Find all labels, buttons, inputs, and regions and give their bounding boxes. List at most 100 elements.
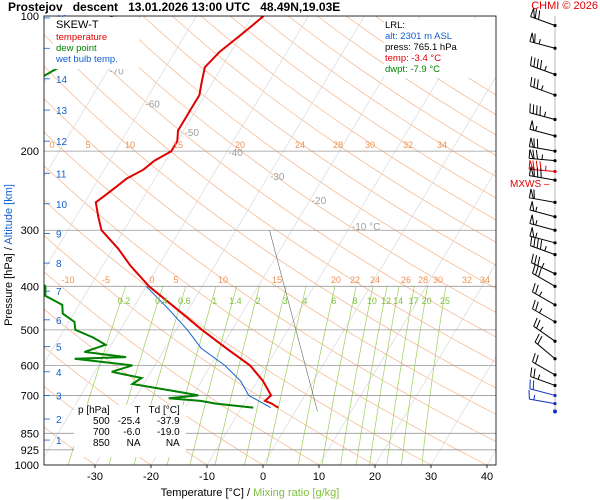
wind-barb-stroke	[530, 245, 556, 256]
wind-barb-stroke	[530, 76, 533, 87]
dry-adiabat	[345, 16, 496, 116]
dry-adiabat	[44, 131, 496, 442]
adiabat-label: 30	[433, 275, 443, 285]
dry-adiabat	[113, 16, 496, 289]
wind-barb	[529, 32, 557, 50]
altitude-tick-label: 9	[56, 229, 62, 240]
x-axis-title-temperature: Temperature [°C] /	[161, 487, 253, 499]
legend-temperature: temperature	[56, 32, 108, 43]
stats-cell: 850	[93, 438, 110, 449]
wind-barb-stroke	[529, 149, 534, 159]
pressure-tick-label: 700	[21, 390, 39, 402]
wind-barb-dot	[553, 284, 557, 288]
dry-adiabat	[44, 65, 496, 389]
wind-barb	[529, 379, 557, 398]
adiabat-label: 5	[173, 275, 178, 285]
dry-adiabat	[200, 16, 496, 221]
wind-barb-stroke	[535, 354, 539, 364]
isotherm	[44, 16, 309, 458]
lrl-title: LRL:	[385, 20, 406, 31]
temp-tick-label: -30	[87, 471, 103, 483]
isotherm	[44, 16, 197, 271]
wind-barb-stroke	[529, 146, 556, 152]
wind-barb-stroke	[533, 57, 536, 67]
wind-barb	[530, 236, 557, 257]
wind-barb-stroke	[529, 160, 534, 170]
wind-barb-stroke	[538, 308, 543, 314]
mixing-ratio-line	[244, 286, 287, 465]
wind-barb	[533, 317, 557, 343]
wind-barb	[530, 56, 557, 77]
isotherm	[486, 449, 496, 465]
temp-tick-label: 30	[425, 471, 437, 483]
wind-barb-stroke	[528, 160, 531, 170]
altitude-tick-label: 1	[56, 436, 62, 447]
altitude-tick-label: 13	[56, 106, 68, 117]
wind-barb-stroke	[529, 235, 556, 244]
adiabat-label: 32	[403, 140, 413, 150]
wind-barb-stroke	[530, 65, 556, 75]
wind-barb-stroke	[532, 352, 536, 363]
station-name: Prostejov	[8, 0, 63, 14]
pressure-tick-label: 850	[21, 428, 39, 440]
wind-barb-stroke	[536, 58, 539, 69]
adiabat-label: 15	[173, 140, 183, 150]
isotherm	[44, 16, 253, 365]
wind-barb-stroke	[530, 188, 534, 199]
wind-barb-stroke	[531, 120, 535, 131]
wind-barb-dot	[553, 169, 557, 174]
wind-barb-stroke	[536, 319, 541, 329]
wind-barb-dot	[553, 228, 557, 232]
wind-barb	[529, 201, 557, 219]
wind-barb	[529, 120, 557, 138]
stats-cell: NA	[165, 438, 180, 449]
wind-barb-dot	[553, 357, 557, 361]
isotherm	[94, 16, 365, 465]
dew-point-profile	[44, 16, 254, 409]
wind-barb-stroke	[539, 326, 544, 332]
isotherm-label: -70	[109, 67, 124, 78]
wind-barb-stroke	[536, 79, 539, 89]
wind-barb-stroke	[528, 188, 532, 198]
wind-barb-stroke	[529, 120, 533, 130]
stats-cell: -19.0	[156, 427, 180, 438]
stats-table-box: p [hPa] T Td [°C] 500 -25.4 -37.9 700 -6…	[74, 405, 186, 457]
wind-barb	[529, 214, 557, 232]
stats-table: p [hPa] T Td [°C] 500 -25.4 -37.9 700 -6…	[74, 405, 184, 449]
sounding-phase: descent	[72, 0, 119, 14]
wind-barb-stroke	[533, 317, 538, 327]
adiabat-label: 24	[370, 275, 380, 285]
lrl-dwpt: dwpt: -7.9 °C	[385, 64, 441, 75]
wind-barb-stroke	[528, 137, 532, 147]
stats-table-header: p [hPa] T Td [°C]	[74, 405, 184, 416]
wind-barb	[528, 160, 557, 174]
wind-barb-stroke	[537, 374, 541, 380]
wind-barb-stroke	[539, 240, 543, 250]
wind-barb-stroke	[534, 341, 556, 360]
altitude-tick-label: 10	[56, 200, 68, 211]
wind-barb-stroke	[529, 41, 556, 49]
temp-tick-label: 0	[260, 471, 266, 483]
wind-barb-dot	[553, 149, 557, 153]
wind-barb-stroke	[535, 220, 538, 226]
wind-barb-stroke	[530, 7, 535, 17]
x-axis-title: Temperature [°C] / Mixing ratio [g/kg]	[161, 487, 340, 499]
wind-barb	[528, 166, 557, 182]
pressure-tick-label: 600	[21, 360, 39, 372]
adiabat-label: 34	[480, 275, 490, 285]
wind-barb-stroke	[533, 237, 536, 248]
mxws-text: MXWS	[510, 179, 542, 190]
altitude-tick-label: 6	[56, 316, 62, 327]
wind-barb-stroke	[529, 201, 533, 211]
wind-barb-stroke	[529, 175, 556, 181]
wind-barb-stroke	[529, 388, 556, 396]
wind-barb-dot	[553, 303, 557, 307]
y-axis-title: Pressure [hPa] / Altitude [km]	[3, 184, 15, 326]
stats-cell: 500	[93, 416, 110, 427]
altitude-tick-label: 7	[56, 287, 62, 298]
adiabat-label: 24	[295, 140, 305, 150]
pressure-tick-label: 500	[21, 325, 39, 337]
wind-barb-dot	[553, 320, 557, 324]
mixing-ratio-label: 4	[302, 296, 307, 306]
mixing-ratio-label: 0.4	[155, 296, 168, 306]
